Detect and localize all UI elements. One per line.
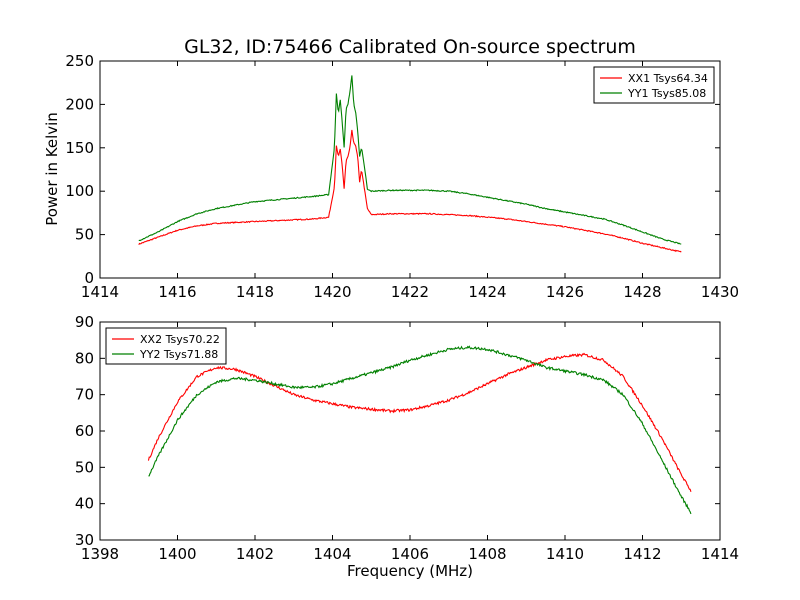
x-tick-label: 1414 bbox=[701, 545, 739, 563]
x-tick-label: 1426 bbox=[546, 283, 584, 301]
top-plot: 1414 1416 1418 1420 1422 1424 1426 1428 1430 0 50 1… bbox=[65, 52, 739, 301]
x-tick-label: 1418 bbox=[236, 283, 274, 301]
legend-label: XX1 Tsys64.34 bbox=[628, 72, 708, 85]
x-tick-label: 1404 bbox=[313, 545, 351, 563]
y-tick-label: 0 bbox=[84, 269, 94, 287]
x-tick-label: 1406 bbox=[391, 545, 429, 563]
x-tick-label: 1400 bbox=[158, 545, 196, 563]
legend: XX1 Tsys64.34 YY1 Tsys85.08 bbox=[593, 66, 715, 104]
bottom-plot: 1398 1400 1402 1404 1406 1408 1410 1412 1414 30 40… bbox=[75, 313, 739, 563]
x-tick-label: 1410 bbox=[546, 545, 584, 563]
x-tick-label: 1414 bbox=[81, 283, 119, 301]
x-tick-label: 1402 bbox=[236, 545, 274, 563]
y-tick-label: 40 bbox=[75, 495, 94, 513]
legend-box bbox=[105, 327, 227, 365]
y-tick-label: 80 bbox=[75, 349, 94, 367]
series-line-top-2 bbox=[138, 75, 682, 245]
legend-label: YY1 Tsys85.08 bbox=[627, 87, 706, 100]
series-line-bottom-1 bbox=[147, 352, 692, 492]
y-tick-label: 250 bbox=[65, 52, 94, 70]
y-tick-label: 50 bbox=[75, 226, 94, 244]
series-line-bottom-2 bbox=[148, 345, 692, 515]
x-tick-label: 1420 bbox=[313, 283, 351, 301]
x-tick-label: 1424 bbox=[468, 283, 506, 301]
y-tick-label: 70 bbox=[75, 386, 94, 404]
series-line-top-1 bbox=[138, 129, 682, 253]
y-tick-label: 30 bbox=[75, 531, 94, 549]
y-tick-label: 200 bbox=[65, 95, 94, 113]
y-tick-label: 150 bbox=[65, 139, 94, 157]
y-tick-label: 60 bbox=[75, 422, 94, 440]
bottom-x-axis-label: Frequency (MHz) bbox=[347, 562, 473, 580]
y-tick-label: 50 bbox=[75, 458, 94, 476]
x-tick-label: 1416 bbox=[158, 283, 196, 301]
legend-box bbox=[593, 66, 715, 104]
x-tick-label: 1408 bbox=[468, 545, 506, 563]
x-tick-label: 1430 bbox=[701, 283, 739, 301]
x-tick-label: 1412 bbox=[623, 545, 661, 563]
y-tick-label: 100 bbox=[65, 182, 94, 200]
y-tick-label: 90 bbox=[75, 313, 94, 331]
x-tick-label: 1422 bbox=[391, 283, 429, 301]
legend: XX2 Tsys70.22 YY2 Tsys71.88 bbox=[105, 327, 227, 365]
legend-label: YY2 Tsys71.88 bbox=[139, 348, 218, 361]
chart-title: GL32, ID:75466 Calibrated On-source spec… bbox=[184, 36, 636, 58]
x-tick-label: 1398 bbox=[81, 545, 119, 563]
x-tick-label: 1428 bbox=[623, 283, 661, 301]
top-y-axis-label: Power in Kelvin bbox=[43, 112, 61, 226]
legend-label: XX2 Tsys70.22 bbox=[140, 333, 220, 346]
